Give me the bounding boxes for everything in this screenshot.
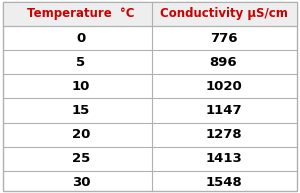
Text: 1147: 1147 <box>205 104 242 117</box>
Text: 776: 776 <box>210 32 237 45</box>
Text: 15: 15 <box>72 104 90 117</box>
Text: 20: 20 <box>72 128 90 141</box>
Text: 30: 30 <box>72 176 90 189</box>
Text: 1278: 1278 <box>205 128 242 141</box>
Text: 1020: 1020 <box>205 80 242 93</box>
Text: 896: 896 <box>210 56 237 69</box>
Text: Temperature  °C: Temperature °C <box>27 8 135 20</box>
Text: 0: 0 <box>76 32 85 45</box>
Text: 25: 25 <box>72 152 90 165</box>
Text: 1413: 1413 <box>205 152 242 165</box>
Text: 1548: 1548 <box>205 176 242 189</box>
Text: Conductivity μS/cm: Conductivity μS/cm <box>160 8 287 20</box>
Bar <box>3 2 297 26</box>
Text: 5: 5 <box>76 56 85 69</box>
Text: 10: 10 <box>72 80 90 93</box>
